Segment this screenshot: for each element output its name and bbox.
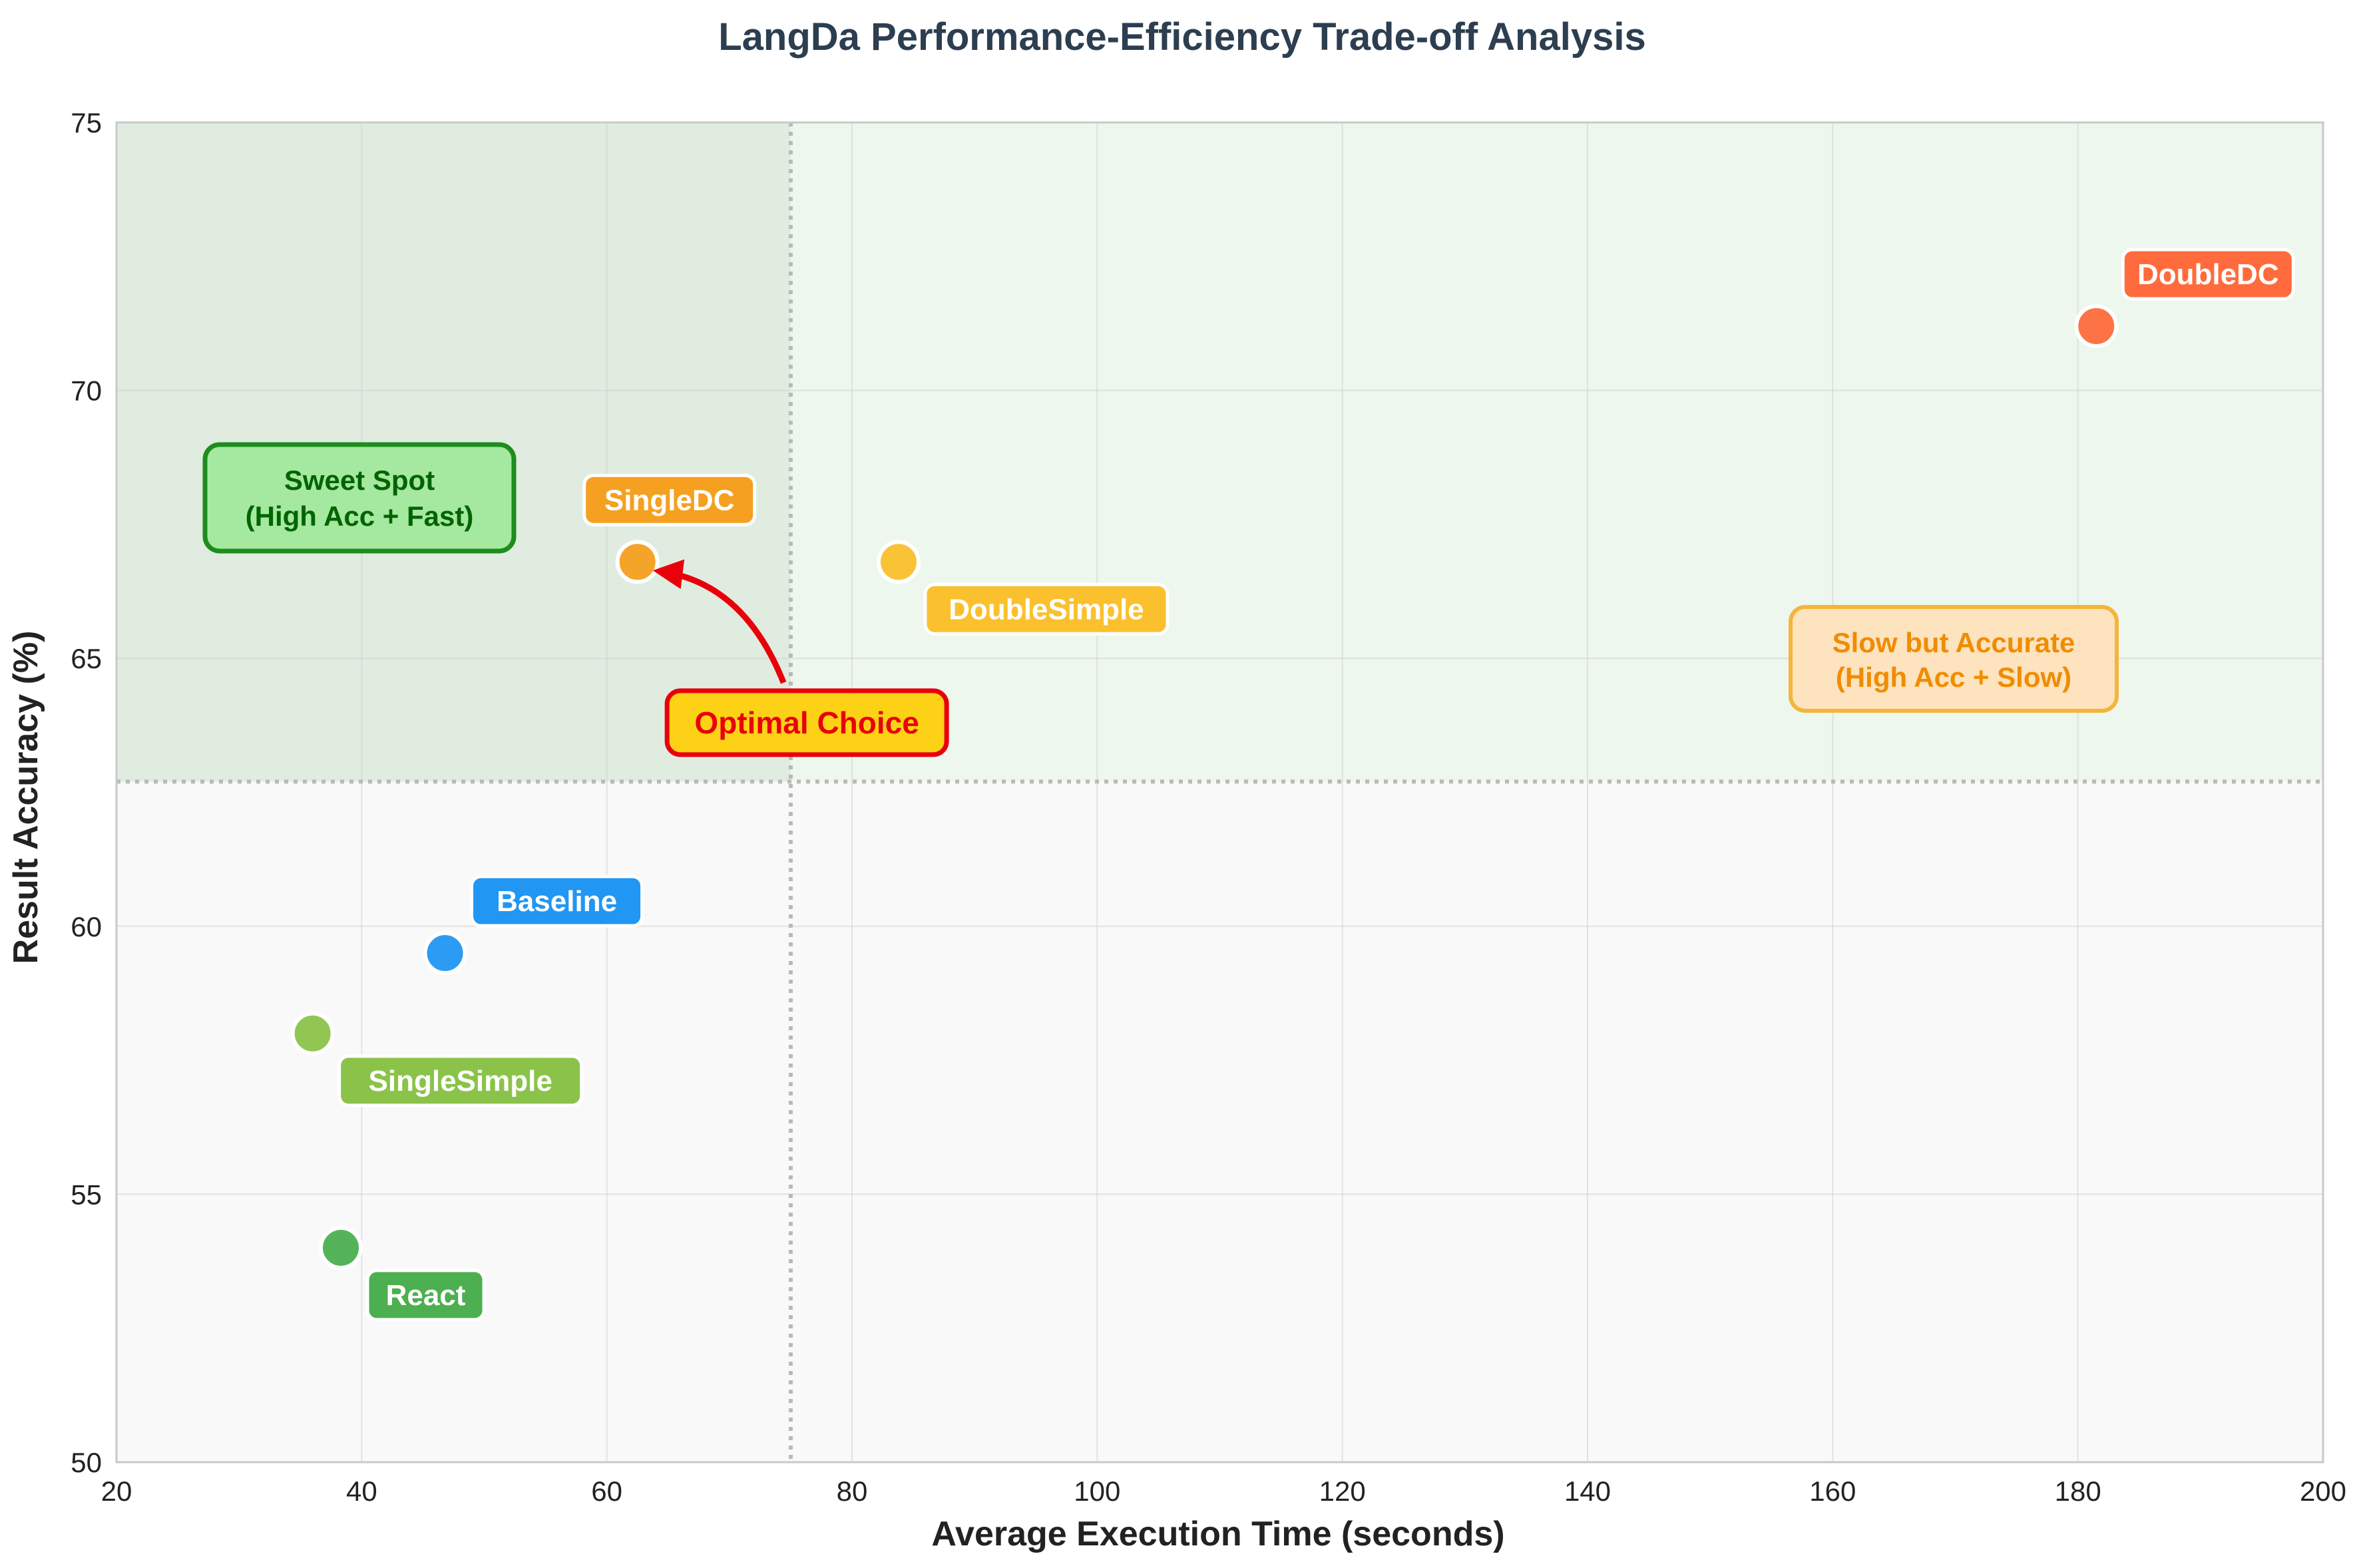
data-point-doubledc — [2074, 303, 2119, 348]
data-point-baseline — [423, 931, 467, 976]
point-label-box-react — [365, 1269, 486, 1322]
plot-area: 20 40 60 80 100 120 140 160 180 200 50 55 60 65 70 75 Sw… — [71, 107, 2346, 1507]
optimal-choice-label: Optimal Choice — [694, 705, 919, 740]
y-tick-label: 70 — [71, 375, 102, 407]
optimal-choice-arrow — [652, 559, 787, 684]
point-label-doubledc: DoubleDC — [2137, 258, 2279, 291]
point-label-baseline: Baseline — [497, 885, 617, 918]
plot-frame — [115, 121, 2324, 1464]
x-tick-label: 100 — [1074, 1475, 1120, 1507]
x-tick-label: 60 — [591, 1475, 622, 1507]
x-tick-label: 40 — [346, 1475, 377, 1507]
point-label-box-doublesimple — [923, 582, 1170, 636]
sweet-spot-title: Sweet Spot — [284, 465, 435, 496]
slow-accurate-box — [1789, 605, 2119, 713]
y-tick-label: 55 — [71, 1179, 102, 1210]
chart-title: LangDa Performance-Efficiency Trade-off … — [718, 15, 1645, 59]
sweet-spot-subtitle: (High Acc + Fast) — [246, 500, 474, 532]
x-tick-label: 180 — [2055, 1475, 2101, 1507]
point-label-box-singlesimple — [337, 1054, 584, 1107]
point-label-box-singledc — [582, 473, 757, 526]
slow-accurate-subtitle: (High Acc + Slow) — [1836, 662, 2071, 693]
low-accuracy-region — [116, 781, 2323, 1462]
optimal-choice-box — [664, 688, 949, 757]
x-tick-label: 160 — [1809, 1475, 1856, 1507]
y-axis-label: Result Accuracy (%) — [7, 631, 45, 964]
data-point-doublesimple — [876, 540, 921, 584]
data-point-singledc — [615, 540, 660, 584]
point-label-singlesimple: SingleSimple — [369, 1065, 552, 1097]
y-tick-label: 60 — [71, 911, 102, 942]
data-point-singlesimple — [290, 1011, 335, 1056]
slow-accurate-title: Slow but Accurate — [1832, 627, 2075, 658]
sweet-spot-box — [202, 442, 517, 554]
point-label-doublesimple: DoubleSimple — [949, 593, 1144, 626]
x-tick-label: 20 — [101, 1475, 132, 1507]
y-tick-label: 65 — [71, 643, 102, 674]
point-label-box-doubledc — [2121, 248, 2295, 301]
data-point-react — [319, 1225, 363, 1270]
point-label-singledc: SingleDC — [604, 484, 735, 516]
x-tick-label: 200 — [2300, 1475, 2346, 1507]
x-axis-label: Average Execution Time (seconds) — [931, 1515, 1504, 1553]
x-tick-label: 80 — [837, 1475, 868, 1507]
point-label-box-baseline — [470, 875, 644, 928]
y-tick-label: 50 — [71, 1447, 102, 1478]
point-label-react: React — [386, 1279, 466, 1312]
y-tick-label: 75 — [71, 107, 102, 138]
x-tick-label: 120 — [1319, 1475, 1366, 1507]
x-tick-label: 140 — [1564, 1475, 1611, 1507]
